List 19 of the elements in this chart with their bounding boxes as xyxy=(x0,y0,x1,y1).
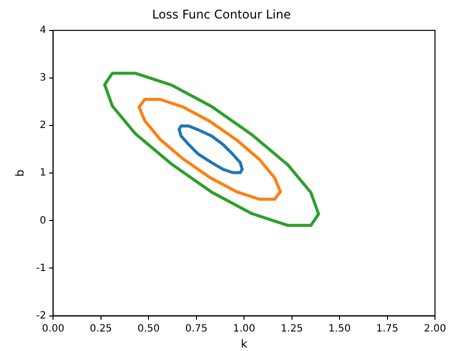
x-tick-label: 1.25 xyxy=(280,323,303,334)
y-axis-title: b xyxy=(13,170,26,177)
x-tick-label: 1.75 xyxy=(376,323,398,334)
x-tick-label: 0.25 xyxy=(90,323,112,334)
y-tick-label: 4 xyxy=(40,24,46,36)
x-tick-label: 1.50 xyxy=(328,323,351,334)
x-tick-label: 0.00 xyxy=(42,323,64,334)
y-tick-label: 2 xyxy=(40,120,46,132)
y-tick-label: 3 xyxy=(40,72,46,84)
x-tick-label: 2.00 xyxy=(424,323,446,334)
x-tick-label: 1.00 xyxy=(232,323,256,334)
x-axis-title: k xyxy=(240,337,248,350)
y-tick-label: -2 xyxy=(36,310,46,322)
y-tick-label: -1 xyxy=(36,262,46,274)
chart-title: Loss Func Contour Line xyxy=(152,7,291,22)
x-tick-label: 0.75 xyxy=(185,323,208,334)
x-tick-label: 0.50 xyxy=(137,323,160,334)
y-tick-label: 1 xyxy=(40,168,46,179)
y-tick-label: 0 xyxy=(40,215,46,226)
